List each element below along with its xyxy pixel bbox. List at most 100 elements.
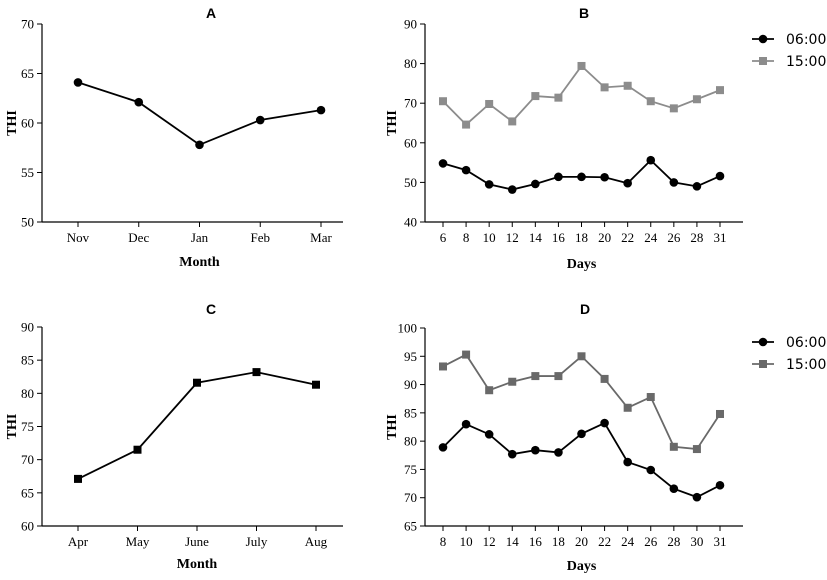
data-point: [461, 419, 471, 429]
data-point: [252, 368, 261, 377]
data-point: [669, 442, 678, 451]
data-point: [554, 93, 563, 102]
data-point: [715, 171, 725, 181]
data-point: [669, 484, 679, 493]
legend-label: 06:00: [786, 335, 826, 351]
x-tick-label: Aug: [305, 534, 328, 549]
x-tick-label: 16: [529, 534, 543, 549]
data-point: [484, 180, 494, 189]
data-point: [74, 474, 82, 483]
x-axis-title: Month: [179, 255, 220, 270]
x-tick-label: 24: [644, 230, 658, 245]
data-point: [692, 445, 701, 454]
legend-swatch-marker: [759, 360, 767, 368]
x-tick-label: 12: [483, 534, 496, 549]
data-point: [646, 97, 655, 106]
data-point: [554, 372, 563, 381]
x-tick-label: 16: [552, 230, 566, 245]
x-tick-label: Apr: [68, 534, 89, 549]
data-point: [439, 362, 447, 371]
data-point: [600, 418, 609, 428]
x-tick-label: 8: [440, 534, 447, 549]
x-tick-label: 8: [463, 230, 470, 245]
y-tick-label: 90: [404, 17, 417, 32]
data-point: [193, 378, 201, 387]
x-tick-label: July: [246, 534, 268, 549]
x-axis-title: Days: [567, 559, 597, 574]
x-tick-label: 20: [575, 534, 588, 549]
y-tick-label: 50: [21, 215, 34, 230]
x-tick-label: 6: [440, 230, 447, 245]
data-point: [133, 445, 142, 454]
x-axis-title: Days: [567, 257, 597, 272]
x-tick-label: 14: [506, 534, 520, 549]
data-point: [692, 95, 701, 104]
x-tick-label: 26: [667, 230, 681, 245]
y-tick-label: 100: [398, 321, 418, 336]
data-point: [623, 403, 632, 412]
x-tick-label: 22: [621, 230, 634, 245]
series-line: [77, 81, 322, 146]
series-main: [74, 368, 320, 483]
x-tick-label: 20: [598, 230, 611, 245]
data-point: [577, 61, 586, 70]
x-tick-label: 24: [621, 534, 635, 549]
y-tick-label: 85: [404, 405, 417, 420]
data-point: [600, 374, 609, 383]
y-tick-label: 85: [21, 353, 34, 368]
x-tick-label: 28: [690, 230, 703, 245]
data-point: [438, 443, 448, 452]
y-tick-label: 90: [404, 377, 417, 392]
data-point: [554, 448, 563, 457]
y-axis-title: THI: [385, 110, 400, 136]
y-tick-label: 50: [404, 175, 417, 190]
y-tick-label: 70: [21, 17, 34, 32]
data-point: [646, 155, 656, 165]
data-point: [531, 445, 540, 455]
y-tick-label: 40: [404, 215, 417, 230]
panel-letter: B: [579, 5, 589, 21]
series-1500: [439, 350, 724, 454]
data-point: [134, 97, 144, 107]
x-tick-label: 30: [690, 534, 703, 549]
series-1500: [439, 61, 724, 129]
y-tick-label: 75: [404, 462, 417, 477]
y-tick-label: 95: [404, 349, 417, 364]
data-point: [461, 165, 471, 175]
data-point: [438, 159, 448, 168]
data-point: [484, 430, 494, 439]
data-point: [692, 492, 702, 502]
data-point: [623, 457, 632, 467]
data-point: [646, 465, 656, 475]
data-point: [577, 172, 586, 182]
data-point: [715, 480, 725, 490]
y-tick-label: 70: [21, 452, 34, 467]
x-tick-label: Mar: [310, 230, 332, 245]
legend-label: 15:00: [786, 357, 826, 373]
data-point: [255, 115, 265, 125]
legend: 06:00 15:00: [752, 32, 826, 70]
data-point: [508, 377, 517, 386]
y-tick-label: 70: [404, 490, 417, 505]
series-0600: [438, 418, 725, 502]
panel-letter: C: [206, 301, 216, 317]
y-tick-label: 65: [21, 485, 34, 500]
x-tick-label: Dec: [128, 230, 149, 245]
y-tick-label: 60: [21, 116, 34, 131]
panel-letter: D: [580, 301, 590, 317]
data-point: [312, 380, 320, 389]
y-tick-label: 60: [404, 135, 417, 150]
chart-panel-c: C 60 65 70 75 80 85 90 Apr May June July Aug Month THI: [5, 301, 343, 572]
data-point: [600, 83, 609, 92]
data-point: [531, 179, 540, 189]
x-tick-label: May: [126, 534, 150, 549]
x-tick-label: 31: [714, 534, 727, 549]
data-point: [600, 172, 609, 182]
legend: 06:00 15:00: [752, 335, 826, 373]
data-point: [316, 105, 326, 115]
x-tick-label: 12: [506, 230, 519, 245]
series-main: [73, 78, 326, 150]
x-tick-label: 18: [552, 534, 565, 549]
x-tick-label: 10: [460, 534, 473, 549]
